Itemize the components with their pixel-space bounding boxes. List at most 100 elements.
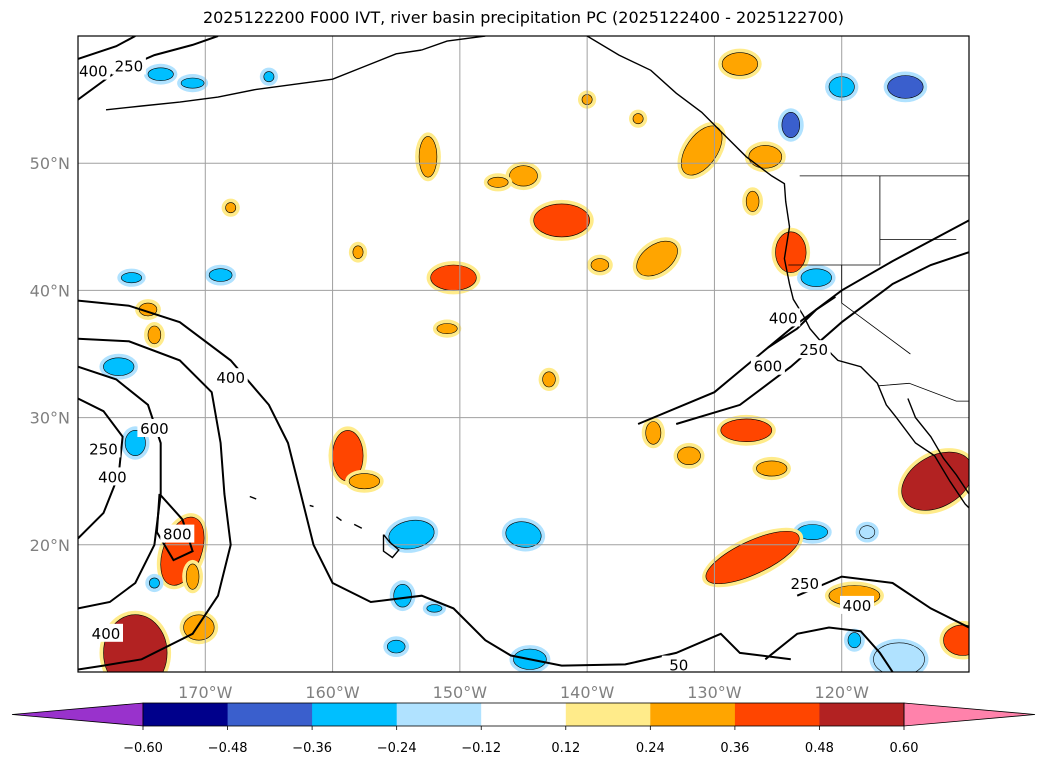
- contour-label: 400: [843, 597, 872, 615]
- precip-anomaly-patch: [348, 473, 381, 490]
- precip-anomaly-patch: [781, 112, 800, 139]
- colorbar-tick-label: 0.48: [805, 741, 834, 756]
- contour-label: 250: [790, 575, 819, 593]
- contour-label: 250: [799, 341, 828, 359]
- precip-anomaly-patch: [720, 418, 773, 442]
- coastline: [907, 398, 969, 495]
- contour-label: 400: [98, 468, 127, 486]
- coastline: [382, 534, 400, 559]
- precip-anomaly-patch: [901, 451, 969, 511]
- precip-anomaly-patch: [590, 258, 610, 272]
- plot-frame: [77, 35, 970, 673]
- precip-anomaly-patch: [352, 245, 364, 259]
- ivt-contours: [78, 36, 969, 672]
- precip-anomaly-patch: [388, 519, 435, 550]
- precip-anomaly-patch: [645, 421, 662, 445]
- precip-anomaly-patch: [103, 357, 135, 376]
- colorbar-segment: [396, 703, 482, 726]
- precip-anomaly-patch: [180, 77, 205, 89]
- contour-label-bg: [76, 61, 111, 80]
- precip-anomaly-patch: [147, 325, 162, 345]
- precip-anomaly-patch: [887, 75, 924, 99]
- precip-anomaly-patch: [847, 632, 862, 649]
- contour-label: 250: [89, 440, 118, 458]
- precip-anomaly-patch: [387, 639, 406, 654]
- latitude-labels: 20°N 30°N 40°N 50°N: [30, 154, 70, 555]
- colorbar-segment: [481, 703, 567, 726]
- longitude-labels: 170°W 160°W 150°W 140°W 130°W 120°W: [178, 683, 869, 702]
- precip-anomaly-patch: [859, 525, 876, 539]
- contour-label: 800: [163, 526, 192, 544]
- contour-label-bg: [750, 356, 785, 375]
- longitude-tick-label: 130°W: [687, 683, 742, 702]
- contour-label-bg: [840, 595, 874, 614]
- colorbar-segment: [143, 703, 229, 726]
- precip-anomaly-patch: [533, 203, 591, 238]
- precip-anomaly-patch: [509, 165, 538, 187]
- precip-anomaly-patch: [148, 577, 160, 589]
- precip-anomaly-patch: [943, 624, 969, 656]
- longitude-tick-label: 120°W: [815, 683, 870, 702]
- contour-label: 600: [140, 420, 169, 438]
- colorbar-tick-label: 0.60: [890, 741, 919, 756]
- precip-anomaly-patch: [745, 190, 760, 212]
- coastline: [353, 523, 363, 529]
- contour-label-bg: [89, 623, 123, 642]
- colorbar-segment: [227, 703, 313, 726]
- precip-anomaly-patch: [263, 71, 275, 83]
- colorbar-tick-label: −0.48: [208, 741, 248, 756]
- colorbar-tick-label: −0.12: [461, 741, 501, 756]
- ivt-contour-line: [767, 295, 836, 349]
- ivt-contour-line: [78, 365, 162, 610]
- contour-label-bg: [796, 340, 831, 359]
- latitude-tick-label: 30°N: [30, 409, 70, 428]
- precip-anomaly-patch: [748, 145, 783, 169]
- longitude-tick-label: 140°W: [560, 683, 615, 702]
- colorbar: −0.60 −0.48 −0.36 −0.24 −0.12 0.12 0.24 0.36 0.4…: [11, 702, 1036, 756]
- precip-anomaly-patch: [800, 268, 832, 287]
- contour-label: 250: [115, 58, 144, 76]
- colorbar-segment: [650, 703, 736, 726]
- colorbar-frame: [142, 702, 905, 727]
- precip-anomaly-patch: [636, 240, 678, 277]
- latitude-tick-label: 20°N: [30, 536, 70, 555]
- latitude-tick-label: 50°N: [30, 154, 70, 173]
- longitude-tick-label: 160°W: [305, 683, 360, 702]
- precip-anomaly-patch: [147, 67, 174, 81]
- colorbar-segment: [312, 703, 398, 726]
- colorbar-segment: [819, 703, 905, 726]
- contour-label-bg: [111, 56, 146, 75]
- ivt-contour-line: [796, 575, 969, 629]
- ivt-contour-line: [78, 36, 219, 101]
- precip-anomaly-patch: [436, 323, 458, 334]
- graticule: [78, 36, 969, 672]
- longitude-tick-label: 170°W: [178, 683, 233, 702]
- precip-anomaly-patch: [185, 563, 200, 590]
- colorbar-segment: [734, 703, 820, 726]
- contour-label-bg: [787, 574, 822, 593]
- precip-anomaly-patch: [505, 521, 542, 548]
- political-border: [878, 382, 969, 402]
- precip-anomaly-patch: [418, 136, 438, 178]
- precip-anomaly-patch: [225, 202, 237, 214]
- precip-anomaly-patch: [756, 460, 788, 477]
- ivt-contour-line: [764, 626, 894, 672]
- contour-label: 400: [769, 309, 798, 327]
- colorbar-tick-label: 0.36: [720, 741, 749, 756]
- coastline: [421, 36, 486, 51]
- colorbar-tick-label: −0.36: [292, 741, 332, 756]
- contour-label-bg: [766, 308, 801, 327]
- ivt-contour-line: [78, 299, 791, 667]
- latitude-tick-label: 40°N: [30, 281, 70, 300]
- precip-anomaly-patch: [873, 642, 925, 672]
- contour-label: 600: [754, 358, 783, 376]
- chart-title: 2025122200 F000 IVT, river basin precipi…: [202, 8, 845, 27]
- precip-anomaly-patch: [426, 604, 443, 613]
- coastline: [249, 495, 257, 500]
- colorbar-tick-label: −0.24: [377, 741, 417, 756]
- precip-anomaly-patch: [677, 446, 701, 465]
- contour-label-bg: [661, 655, 696, 674]
- contour-label: 50: [669, 657, 688, 675]
- colorbar-segment: [565, 703, 651, 726]
- precip-anomaly-patch: [393, 583, 412, 608]
